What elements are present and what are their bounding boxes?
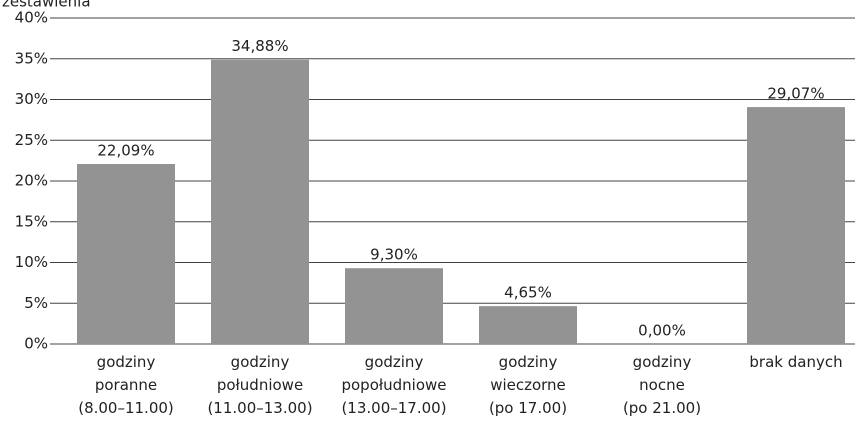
bar (747, 107, 845, 344)
x-tick-label: godziny poranne (8.00–11.00) (78, 353, 174, 417)
x-tick-label-line: wieczorne (490, 376, 566, 394)
y-tick-label: 35% (15, 49, 48, 67)
x-tick-label: godziny wieczorne (po 17.00) (489, 353, 567, 417)
y-tick-label: 30% (15, 90, 48, 108)
value-label: 4,65% (504, 284, 552, 302)
x-tick-label: godziny popołudniowe (13.00–17.00) (341, 353, 446, 417)
x-tick-label-line: godziny (633, 353, 692, 371)
y-tick-label: 15% (15, 212, 48, 230)
x-tick-label-line: godziny (499, 353, 558, 371)
x-tick-label-line: godziny (97, 353, 156, 371)
x-tick-label-line: (po 21.00) (623, 399, 701, 417)
value-label: 22,09% (97, 141, 154, 159)
y-tick-label: 0% (24, 335, 48, 353)
value-label: 0,00% (638, 322, 686, 340)
x-tick-label-line: popołudniowe (341, 376, 446, 394)
value-label: 34,88% (231, 37, 288, 55)
bar (77, 163, 175, 344)
x-tick-label-line: południowe (217, 376, 303, 394)
y-tick-label: 25% (15, 131, 48, 149)
y-tick-label: 20% (15, 172, 48, 190)
x-tick-label: brak danych (749, 353, 842, 371)
bar (479, 306, 577, 344)
y-axis-label: zestawienia (2, 0, 91, 11)
value-label: 9,30% (370, 246, 418, 264)
bar (345, 268, 443, 344)
x-tick-label-line: brak danych (749, 353, 842, 371)
y-tick-label: 5% (24, 294, 48, 312)
x-tick-label-line: (11.00–13.00) (207, 399, 312, 417)
x-tick-label-line: godziny (365, 353, 424, 371)
x-tick-label-line: poranne (95, 376, 157, 394)
x-tick-label-line: godziny (231, 353, 290, 371)
x-tick-label-line: (13.00–17.00) (341, 399, 446, 417)
x-tick-label-line: (po 17.00) (489, 399, 567, 417)
x-tick-label-line: (8.00–11.00) (78, 399, 174, 417)
bar (211, 59, 309, 345)
x-tick-label-line: nocne (639, 376, 685, 394)
x-tick-label: godziny nocne (po 21.00) (623, 353, 701, 417)
value-label: 29,07% (767, 85, 824, 103)
y-tick-label: 40% (15, 9, 48, 27)
y-tick-label: 10% (15, 253, 48, 271)
x-tick-label: godziny południowe (11.00–13.00) (207, 353, 312, 417)
